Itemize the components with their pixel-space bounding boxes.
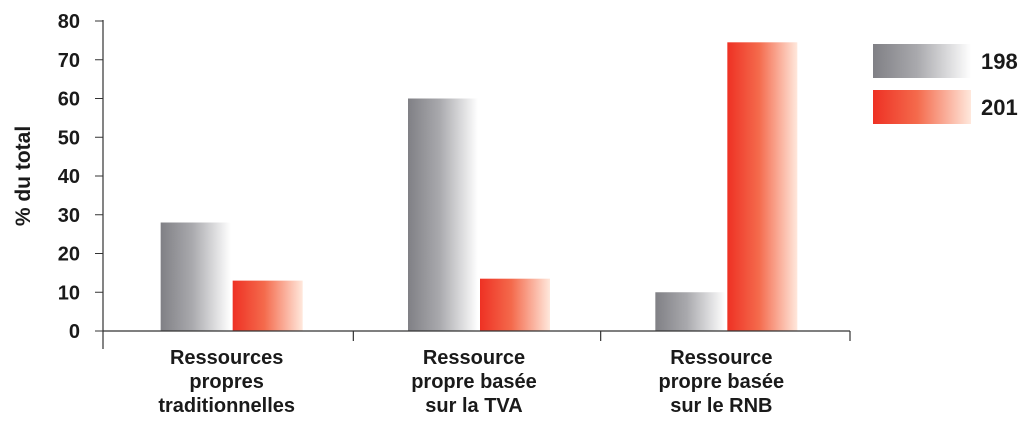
bars xyxy=(160,42,798,331)
bar-1988-3 xyxy=(655,292,726,331)
y-tick-label: 40 xyxy=(58,166,80,188)
category-label-line: Ressource xyxy=(423,347,525,369)
category-label-line: Ressource xyxy=(670,347,772,369)
category-label-line: propres xyxy=(189,371,263,393)
category-label-line: traditionnelles xyxy=(158,395,295,417)
y-tick-label: 10 xyxy=(58,282,80,304)
category-label-line: Ressources xyxy=(170,347,283,369)
y-tick-label: 30 xyxy=(58,205,80,227)
category-label-1: Ressources propres traditionnelles xyxy=(158,347,295,417)
legend-swatch-2013 xyxy=(873,90,971,124)
category-label-line: sur le RNB xyxy=(670,395,772,417)
category-label-2: Ressource propre basée sur la TVA xyxy=(411,347,537,417)
legend-swatch-1988 xyxy=(873,44,971,78)
y-tick-label: 70 xyxy=(58,50,80,72)
legend: 1988 2013 xyxy=(873,44,1018,124)
bar-2013-3 xyxy=(727,42,798,331)
y-tick-label: 80 xyxy=(58,11,80,33)
y-axis-ticks: 0 10 20 30 40 50 60 70 80 xyxy=(58,11,103,343)
category-label-line: sur la TVA xyxy=(425,395,522,417)
y-axis-label: % du total xyxy=(12,126,35,226)
legend-label-1988: 1988 xyxy=(981,49,1018,74)
y-tick-label: 60 xyxy=(58,89,80,111)
y-tick-label: 0 xyxy=(69,321,80,343)
category-labels: Ressources propres traditionnellesRessourc… xyxy=(158,347,784,417)
bar-2013-1 xyxy=(232,280,303,331)
category-label-line: propre basée xyxy=(411,371,537,393)
bar-2013-2 xyxy=(480,278,550,331)
bar-1988-2 xyxy=(408,98,478,331)
bar-1988-1 xyxy=(160,222,231,331)
y-tick-label: 50 xyxy=(58,127,80,149)
category-label-3: Ressource propre basée sur le RNB xyxy=(659,347,785,417)
y-tick-label: 20 xyxy=(58,244,80,266)
axes xyxy=(102,20,851,349)
category-label-line: propre basée xyxy=(659,371,785,393)
legend-label-2013: 2013 xyxy=(981,95,1018,120)
